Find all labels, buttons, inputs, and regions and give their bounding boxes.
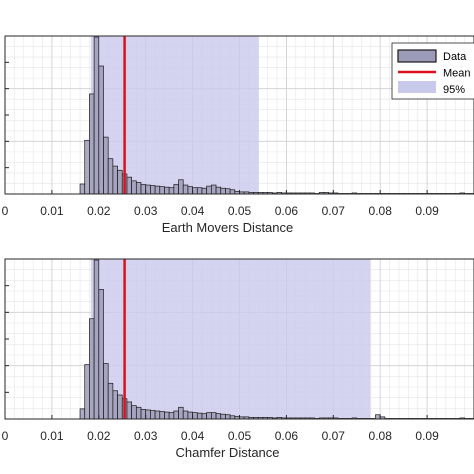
histogram-bar [112,165,118,194]
histogram-bar [215,186,222,194]
histogram-bar [375,414,381,419]
x-tick-label: 0.06 [275,429,299,443]
histogram-bar [225,414,231,419]
histogram-bar [84,139,90,194]
x-tick-label: 0.01 [40,429,64,443]
x-tick-label: 0.04 [181,204,205,218]
ci95-band [90,259,371,419]
x-tick-label: 0.09 [415,429,439,443]
histogram-bar [154,410,161,419]
x-tick-label: 0.04 [181,429,205,443]
histogram-bar [192,412,198,419]
x-tick-label: 0.03 [134,429,158,443]
histogram-bar [140,409,147,419]
histogram-bar [182,410,189,419]
histogram-bar [196,187,203,194]
legend-mean-label: Mean [443,68,471,80]
x-tick-label: 0.06 [275,204,299,218]
x-tick-label: 0 [2,429,9,443]
histogram-bar [187,186,193,194]
histogram-bar [98,65,104,194]
histogram-bar [79,183,86,194]
histogram-bar [89,318,95,419]
histogram-bar [225,188,231,194]
x-tick-label: 0.08 [369,204,393,218]
legend-ci-label: 95% [443,84,465,96]
x-axis-label: Earth Movers Distance [162,220,294,235]
histogram-bar [229,189,236,194]
histogram-bar [164,411,170,419]
x-tick-label: 0.02 [87,204,111,218]
histogram-bar [131,180,137,194]
histogram-bar [150,185,156,194]
legend: Data Mean 95% [391,42,474,100]
histogram-bar [79,408,86,419]
x-tick-label: 0.05 [228,204,252,218]
legend-data-swatch [397,49,437,63]
x-axis-label: Chamfer Distance [175,445,279,460]
histogram-bar [211,184,217,194]
histogram-bar [220,187,226,194]
histogram-bar [112,390,118,419]
x-tick-label: 0.02 [87,429,111,443]
histogram-bar [135,182,142,194]
histogram-bar [107,382,114,419]
histogram-bar [107,158,114,194]
histogram-bar [173,184,179,194]
histogram-bar [117,169,123,194]
histogram-bar [103,136,109,194]
histogram-bar [131,405,137,419]
x-tick-label: 0.03 [134,204,158,218]
histogram-bar [178,179,184,194]
x-tick-label: 0.08 [369,429,393,443]
x-tick-label: 0.07 [322,204,346,218]
histogram-bar [201,413,208,419]
histogram-bar [173,410,179,419]
legend-ci-swatch [398,81,436,93]
x-tick-label: 0.09 [415,204,439,218]
histogram-bar [211,412,217,419]
histogram-bar [182,184,189,194]
histogram-bar [164,186,170,194]
x-tick-label: 0.01 [40,204,64,218]
histogram-bar [84,364,90,419]
histogram-bar [168,412,175,419]
histogram-bar [103,363,109,419]
histogram-bar [215,413,222,419]
histogram-bar [201,187,208,194]
histogram-bar [117,394,123,419]
ci95-band [90,36,259,194]
emd-histogram-panel: 0 0.01 0.02 0.03 0.04 0.05 0.06 0.07 0.08 0.09 Ear… [2,35,474,235]
histogram-bar [178,406,184,419]
chamfer-histogram-panel: 0 0.01 0.02 0.03 0.04 0.05 0.06 0.07 0.08 0.09 Cha… [2,258,474,460]
histogram-bar [93,259,100,419]
legend-data-label: Data [443,51,467,63]
histogram-bar [140,184,147,194]
plot-content [5,36,474,194]
histogram-bar [145,184,151,194]
histogram-bar [196,412,203,419]
plot-content [5,259,474,419]
histogram-bar [187,411,193,419]
histogram-bar [93,36,100,194]
histogram-bar [98,289,104,419]
x-tick-label: 0.07 [322,429,346,443]
x-tick-label: 0.05 [228,429,252,443]
histogram-bar [126,176,132,194]
histogram-bar [220,413,226,419]
histogram-bar [135,406,142,419]
histogram-bar [145,409,151,419]
x-tick-label: 0 [2,204,9,218]
histogram-bar [150,410,156,419]
histogram-bar [206,412,212,419]
histogram-bar [89,93,95,194]
histogram-bar [159,186,165,194]
histogram-bar [192,187,198,194]
histogram-bar [126,401,132,419]
histogram-bar [168,187,175,194]
histogram-bar [206,185,212,194]
histogram-bar [154,185,161,194]
histogram-bar [159,411,165,419]
